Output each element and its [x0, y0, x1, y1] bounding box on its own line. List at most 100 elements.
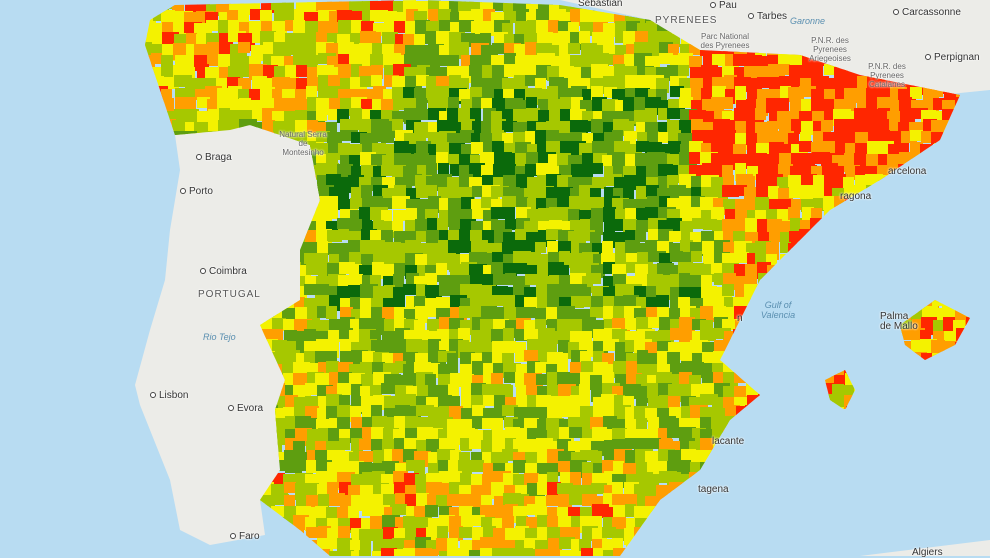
- municipality-cell[interactable]: [392, 196, 410, 209]
- municipality-cell[interactable]: [711, 153, 724, 165]
- municipality-cell[interactable]: [612, 219, 624, 231]
- municipality-cell[interactable]: [613, 361, 627, 378]
- municipality-cell[interactable]: [514, 240, 525, 257]
- municipality-cell[interactable]: [570, 472, 581, 485]
- municipality-cell[interactable]: [470, 230, 486, 241]
- municipality-cell[interactable]: [295, 44, 306, 56]
- municipality-cell[interactable]: [392, 165, 406, 177]
- municipality-cell[interactable]: [483, 395, 495, 406]
- municipality-cell[interactable]: [480, 33, 491, 51]
- municipality-cell[interactable]: [328, 67, 339, 80]
- municipality-cell[interactable]: [337, 34, 354, 45]
- municipality-cell[interactable]: [294, 9, 308, 20]
- municipality-cell[interactable]: [703, 219, 717, 230]
- municipality-cell[interactable]: [416, 141, 431, 156]
- municipality-cell[interactable]: [888, 100, 906, 111]
- municipality-cell[interactable]: [338, 229, 349, 240]
- municipality-cell[interactable]: [250, 9, 266, 20]
- municipality-cell[interactable]: [634, 199, 652, 210]
- municipality-cell[interactable]: [306, 495, 318, 509]
- municipality-cell[interactable]: [318, 428, 329, 444]
- municipality-cell[interactable]: [472, 416, 483, 429]
- municipality-cell[interactable]: [293, 441, 305, 452]
- municipality-cell[interactable]: [843, 76, 861, 91]
- municipality-cell[interactable]: [646, 164, 658, 178]
- municipality-cell[interactable]: [602, 155, 618, 166]
- municipality-cell[interactable]: [461, 419, 478, 430]
- municipality-cell[interactable]: [854, 108, 867, 120]
- municipality-cell[interactable]: [614, 529, 625, 541]
- municipality-cell[interactable]: [371, 75, 382, 86]
- municipality-cell[interactable]: [602, 383, 620, 394]
- municipality-cell[interactable]: [692, 218, 707, 229]
- municipality-cell[interactable]: [197, 97, 210, 108]
- municipality-cell[interactable]: [615, 242, 626, 256]
- municipality-cell[interactable]: [942, 109, 954, 120]
- municipality-cell[interactable]: [428, 407, 440, 419]
- municipality-cell[interactable]: [645, 342, 658, 353]
- municipality-cell[interactable]: [339, 438, 350, 450]
- municipality-cell[interactable]: [403, 516, 415, 528]
- municipality-cell[interactable]: [744, 55, 762, 66]
- municipality-cell[interactable]: [668, 44, 679, 60]
- municipality-cell[interactable]: [516, 548, 533, 556]
- municipality-cell[interactable]: [469, 284, 482, 298]
- municipality-cell[interactable]: [272, 318, 286, 330]
- municipality-cell[interactable]: [535, 549, 548, 556]
- municipality-cell[interactable]: [711, 263, 725, 274]
- municipality-cell[interactable]: [580, 351, 591, 368]
- municipality-cell[interactable]: [636, 396, 647, 411]
- municipality-cell[interactable]: [602, 99, 618, 114]
- municipality-cell[interactable]: [239, 66, 253, 77]
- municipality-cell[interactable]: [736, 252, 749, 263]
- municipality-cell[interactable]: [471, 353, 489, 364]
- municipality-cell[interactable]: [493, 177, 511, 188]
- municipality-cell[interactable]: [461, 515, 473, 530]
- municipality-cell[interactable]: [469, 438, 482, 449]
- municipality-cell[interactable]: [546, 307, 557, 320]
- municipality-cell[interactable]: [645, 56, 660, 67]
- municipality-cell[interactable]: [329, 551, 340, 556]
- municipality-cell[interactable]: [679, 97, 693, 108]
- municipality-cell[interactable]: [592, 141, 604, 155]
- municipality-cell[interactable]: [436, 31, 452, 47]
- municipality-cell[interactable]: [459, 20, 474, 32]
- municipality-cell[interactable]: [471, 75, 482, 88]
- municipality-cell[interactable]: [381, 0, 394, 12]
- municipality-cell[interactable]: [503, 287, 516, 298]
- municipality-cell[interactable]: [667, 175, 678, 188]
- municipality-cell[interactable]: [449, 318, 464, 329]
- municipality-cell[interactable]: [461, 197, 474, 211]
- municipality-cell[interactable]: [723, 199, 736, 210]
- municipality-cell[interactable]: [340, 495, 352, 508]
- municipality-cell[interactable]: [492, 43, 507, 54]
- municipality-cell[interactable]: [315, 351, 328, 364]
- municipality-cell[interactable]: [560, 527, 571, 544]
- municipality-cell[interactable]: [282, 361, 296, 375]
- municipality-cell[interactable]: [537, 515, 548, 532]
- municipality-cell[interactable]: [326, 163, 339, 175]
- municipality-cell[interactable]: [625, 75, 639, 88]
- municipality-cell[interactable]: [316, 108, 327, 121]
- municipality-cell[interactable]: [425, 549, 438, 556]
- municipality-cell[interactable]: [546, 141, 560, 154]
- municipality-cell[interactable]: [372, 196, 383, 207]
- municipality-cell[interactable]: [372, 262, 384, 279]
- municipality-cell[interactable]: [504, 417, 518, 428]
- municipality-cell[interactable]: [350, 119, 366, 130]
- municipality-cell[interactable]: [613, 461, 624, 475]
- municipality-cell[interactable]: [604, 87, 617, 98]
- municipality-cell[interactable]: [668, 130, 681, 143]
- municipality-cell[interactable]: [318, 21, 329, 33]
- municipality-cell[interactable]: [384, 285, 395, 302]
- municipality-cell[interactable]: [438, 163, 449, 178]
- municipality-cell[interactable]: [657, 364, 670, 375]
- municipality-cell[interactable]: [537, 32, 553, 43]
- municipality-cell[interactable]: [260, 495, 275, 506]
- municipality-cell[interactable]: [560, 550, 576, 556]
- municipality-cell[interactable]: [723, 143, 734, 161]
- municipality-cell[interactable]: [481, 21, 495, 36]
- municipality-cell[interactable]: [438, 460, 450, 471]
- municipality-cell[interactable]: [414, 153, 429, 166]
- municipality-cell[interactable]: [472, 186, 490, 197]
